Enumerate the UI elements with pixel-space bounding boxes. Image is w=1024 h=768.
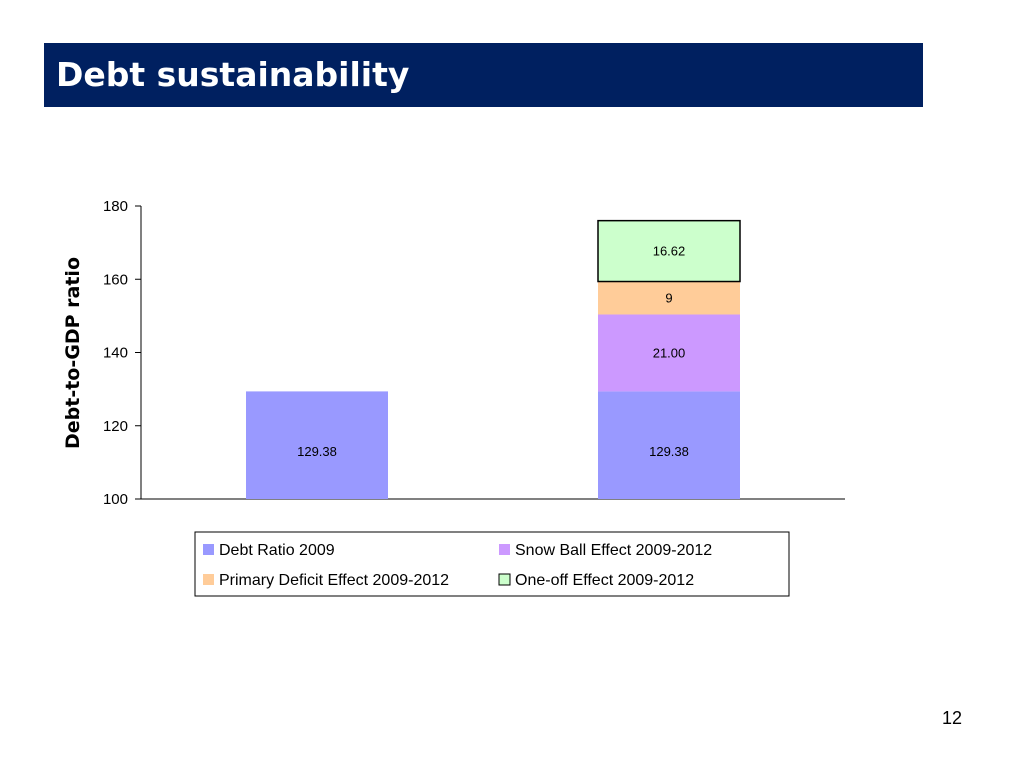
- bar-segment: [246, 391, 388, 499]
- bar-segment: [598, 281, 740, 315]
- bar-segment: [597, 219, 741, 283]
- title-bar: Debt sustainability: [44, 43, 923, 107]
- legend-swatch: [203, 544, 214, 555]
- y-tick-label: 140: [103, 345, 128, 362]
- y-axis-title: Debt-to-GDP ratio: [62, 257, 84, 449]
- legend-label: Debt Ratio 2009: [219, 542, 335, 559]
- data-label: 129.38: [297, 444, 337, 459]
- data-label: 129.38: [649, 444, 689, 459]
- slide-title: Debt sustainability: [56, 55, 410, 94]
- legend-box: [194, 531, 790, 597]
- data-label: 21.00: [653, 345, 686, 360]
- bar-segment: [598, 391, 740, 499]
- legend-label: Snow Ball Effect 2009-2012: [515, 542, 712, 559]
- legend-swatch: [499, 544, 510, 555]
- page-number: 12: [941, 708, 962, 728]
- y-tick-label: 180: [103, 198, 128, 215]
- legend-label: One-off Effect 2009-2012: [515, 572, 694, 589]
- legend-swatch: [203, 574, 214, 585]
- legend-label: Primary Deficit Effect 2009-2012: [219, 572, 449, 589]
- y-tick-label: 100: [103, 491, 128, 508]
- y-tick-label: 120: [103, 418, 128, 435]
- bar-segment: [598, 314, 740, 392]
- data-label: 9: [665, 291, 672, 306]
- y-tick-label: 160: [103, 271, 128, 288]
- legend-swatch: [498, 573, 511, 586]
- data-label: 16.62: [653, 244, 686, 259]
